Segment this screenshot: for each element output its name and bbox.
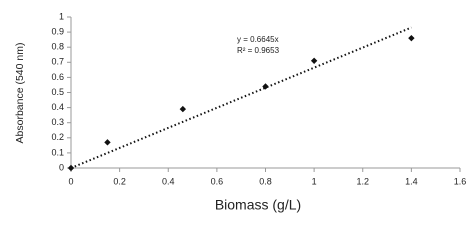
r-squared-label: R² = 0.9653 bbox=[237, 46, 280, 55]
x-tick-label: 1.2 bbox=[356, 176, 369, 186]
x-tick-label: 0 bbox=[68, 176, 73, 186]
data-point bbox=[310, 57, 318, 64]
x-axis-title: Biomass (g/L) bbox=[215, 197, 301, 213]
x-tick-label: 0.4 bbox=[162, 176, 175, 186]
data-point bbox=[262, 83, 269, 90]
data-point bbox=[104, 139, 111, 146]
data-point bbox=[408, 34, 415, 42]
y-tick-label: 0.4 bbox=[51, 102, 64, 112]
x-tick-label: 0.2 bbox=[113, 176, 126, 186]
x-tick-label: 1 bbox=[312, 176, 317, 186]
y-tick-label: 1 bbox=[59, 11, 64, 21]
y-tick-label: 0.9 bbox=[51, 26, 64, 36]
equation-label: y = 0.6645x bbox=[237, 35, 279, 44]
y-tick-label: 0 bbox=[59, 162, 64, 172]
page: {"chart_data": {"type": "scatter", "x_la… bbox=[13, 11, 467, 213]
trendline bbox=[70, 26, 412, 169]
y-axis-title: Absorbance (540 nm) bbox=[14, 43, 26, 144]
x-tick-label: 0.8 bbox=[259, 176, 272, 186]
y-tick-label: 0.5 bbox=[51, 87, 64, 97]
chart: Biomass (g/L) Absorbance (540 nm) y = 0.… bbox=[14, 11, 467, 213]
y-tick-label: 0.1 bbox=[51, 147, 64, 157]
y-tick-label: 0.8 bbox=[51, 42, 64, 52]
x-tick-label: 0.6 bbox=[211, 176, 224, 186]
y-tick-label: 0.6 bbox=[51, 72, 64, 82]
y-tick-label: 0.3 bbox=[51, 117, 64, 127]
y-tick-label: 0.2 bbox=[51, 132, 64, 142]
data-point bbox=[179, 105, 187, 113]
y-tick-label: 0.7 bbox=[51, 57, 64, 67]
x-tick-label: 1.6 bbox=[454, 176, 467, 186]
data-point bbox=[67, 164, 75, 172]
x-tick-label: 1.4 bbox=[405, 176, 418, 186]
